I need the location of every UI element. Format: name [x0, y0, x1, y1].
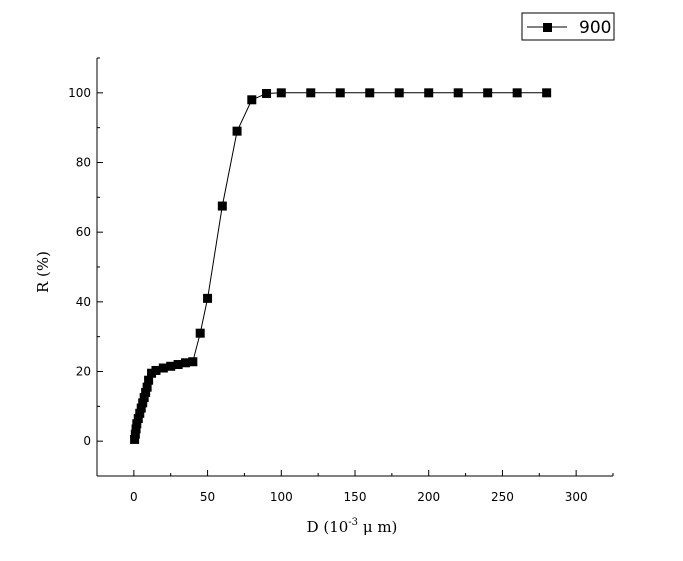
data-point	[136, 403, 146, 413]
data-point	[180, 358, 190, 368]
y-tick-label: 0	[83, 434, 91, 448]
y-tick-label: 100	[68, 86, 91, 100]
data-point	[144, 375, 154, 385]
axes	[96, 58, 613, 477]
data-point	[195, 328, 205, 338]
data-point	[139, 393, 149, 403]
data-point	[335, 88, 345, 98]
data-point	[131, 424, 141, 434]
data-point	[276, 88, 286, 98]
data-point	[130, 429, 140, 439]
legend-marker	[543, 23, 552, 32]
data-point	[203, 293, 213, 303]
legend: 900	[521, 12, 615, 41]
data-point	[151, 365, 161, 375]
data-point	[424, 88, 434, 98]
legend-label: 900	[579, 18, 611, 38]
x-tick-label: 0	[130, 490, 138, 504]
data-point	[453, 88, 463, 98]
data-point	[394, 88, 404, 98]
y-axis-title: R (%)	[34, 251, 52, 293]
data-point	[542, 88, 552, 98]
data-point	[135, 408, 145, 418]
data-point	[365, 88, 375, 98]
data-point	[166, 361, 176, 371]
data-point	[141, 387, 151, 397]
series-line	[134, 92, 547, 440]
data-point	[247, 95, 257, 105]
x-tick-label: 300	[565, 490, 588, 504]
data-point	[133, 414, 143, 424]
data-point	[512, 88, 522, 98]
data-point	[132, 419, 142, 429]
data-point	[232, 126, 242, 136]
x-tick-label: 200	[417, 490, 440, 504]
x-axis-title: D (10-3 μ m)	[307, 517, 398, 536]
x-tick-label: 250	[491, 490, 514, 504]
x-tick-label: 150	[344, 490, 367, 504]
y-tick-label: 80	[76, 156, 91, 170]
series	[130, 88, 552, 444]
data-point	[158, 363, 168, 373]
ticks: 0 20 40 60 80 100 0 50 100 150 200 250 300	[68, 57, 614, 504]
data-point	[142, 382, 152, 392]
y-tick-label: 60	[76, 225, 91, 239]
y-tick-label: 40	[76, 295, 91, 309]
data-point	[138, 398, 148, 408]
data-point	[306, 88, 316, 98]
data-point	[173, 360, 183, 370]
y-tick-label: 20	[76, 365, 91, 379]
data-point	[130, 434, 140, 444]
x-tick-label: 50	[200, 490, 215, 504]
x-axis-title-exponent: -3	[348, 517, 358, 528]
data-point	[217, 201, 227, 211]
x-tick-label: 100	[270, 490, 293, 504]
data-point	[262, 89, 272, 99]
data-point	[483, 88, 493, 98]
x-axis-title-unit: μ m)	[358, 518, 397, 536]
data-point	[188, 357, 198, 367]
x-axis-title-base: D (10	[307, 518, 349, 536]
